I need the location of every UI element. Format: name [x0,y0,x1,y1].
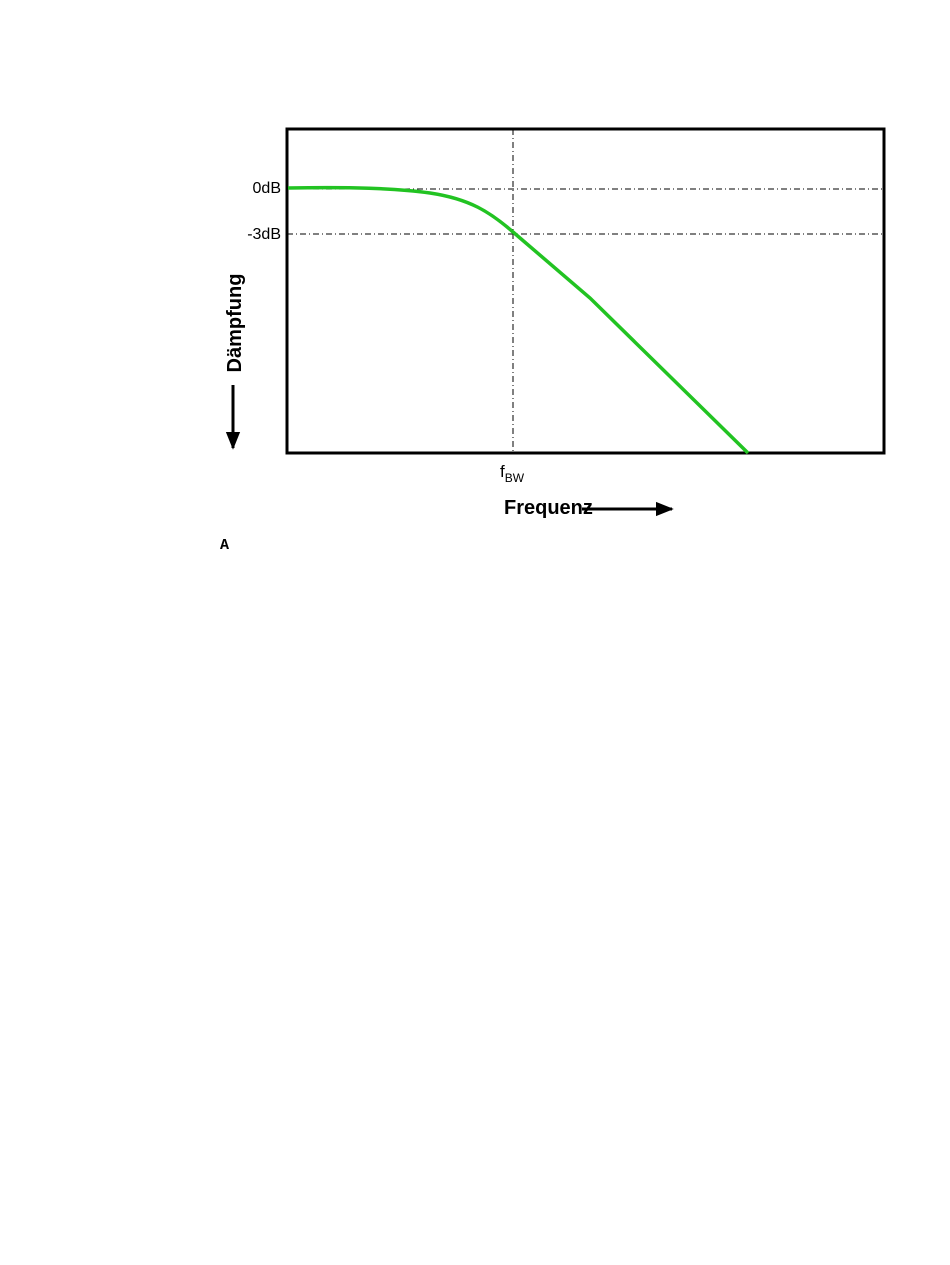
plot-frame [285,127,886,455]
x-tick-main: f [500,462,505,481]
y-tick-label: -3dB [247,226,281,243]
caption: A [220,537,229,554]
x-tick-label: fBW [500,462,525,485]
x-axis-title: Frequenz [504,497,593,519]
y-tick-label: 0dB [253,180,281,197]
y-axis-title: Dämpfung [224,274,246,373]
response-curve [287,185,750,455]
x-tick-sub: BW [505,471,525,485]
